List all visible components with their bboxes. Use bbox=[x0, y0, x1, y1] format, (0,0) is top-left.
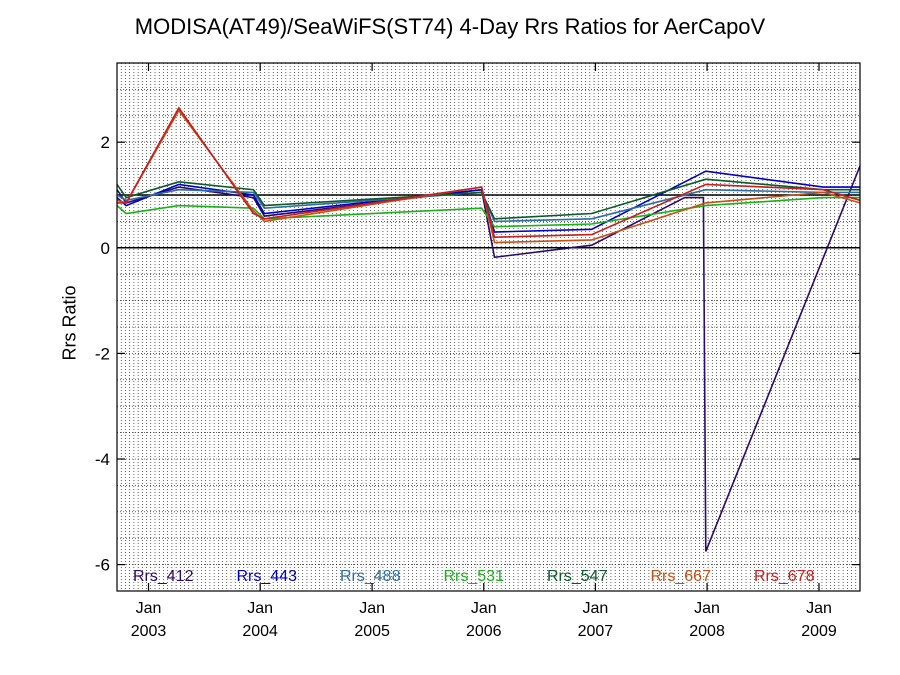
x-tick-label-year: 2007 bbox=[578, 623, 614, 640]
x-tick-label-year: 2004 bbox=[242, 623, 278, 640]
line-chart: Rrs_412 Rrs_443 Rrs_488 Rrs_531 Rrs_547 Rrs_6… bbox=[0, 0, 900, 675]
legend-entry-rrs-678: Rrs_678 bbox=[754, 568, 815, 585]
legend-entry-rrs-667: Rrs_667 bbox=[651, 568, 712, 585]
x-tick-label-year: 2009 bbox=[801, 623, 837, 640]
x-tick-label-month: Jan bbox=[583, 600, 609, 617]
legend-entry-rrs-531: Rrs_531 bbox=[444, 568, 505, 585]
legend-entry-rrs-488: Rrs_488 bbox=[340, 568, 401, 585]
x-tick-label-month: Jan bbox=[247, 600, 273, 617]
x-tick-label-month: Jan bbox=[694, 600, 720, 617]
x-tick-label-month: Jan bbox=[359, 600, 385, 617]
y-tick-label: 2 bbox=[101, 133, 110, 152]
x-tick-label-month: Jan bbox=[806, 600, 832, 617]
y-tick-label: 0 bbox=[101, 239, 110, 258]
x-tick-label-month: Jan bbox=[471, 600, 497, 617]
y-tick-label: -4 bbox=[95, 450, 110, 469]
y-tick-label: -6 bbox=[95, 556, 110, 575]
legend-entry-rrs-547: Rrs_547 bbox=[547, 568, 608, 585]
x-tick-label-year: 2003 bbox=[131, 623, 167, 640]
x-tick-label-month: Jan bbox=[136, 600, 162, 617]
legend-entry-rrs-412: Rrs_412 bbox=[133, 568, 194, 585]
legend-entry-rrs-443: Rrs_443 bbox=[237, 568, 298, 585]
x-tick-label-year: 2006 bbox=[466, 623, 502, 640]
y-tick-label: -2 bbox=[95, 344, 110, 363]
x-tick-label-year: 2005 bbox=[354, 623, 390, 640]
x-tick-label-year: 2008 bbox=[689, 623, 725, 640]
